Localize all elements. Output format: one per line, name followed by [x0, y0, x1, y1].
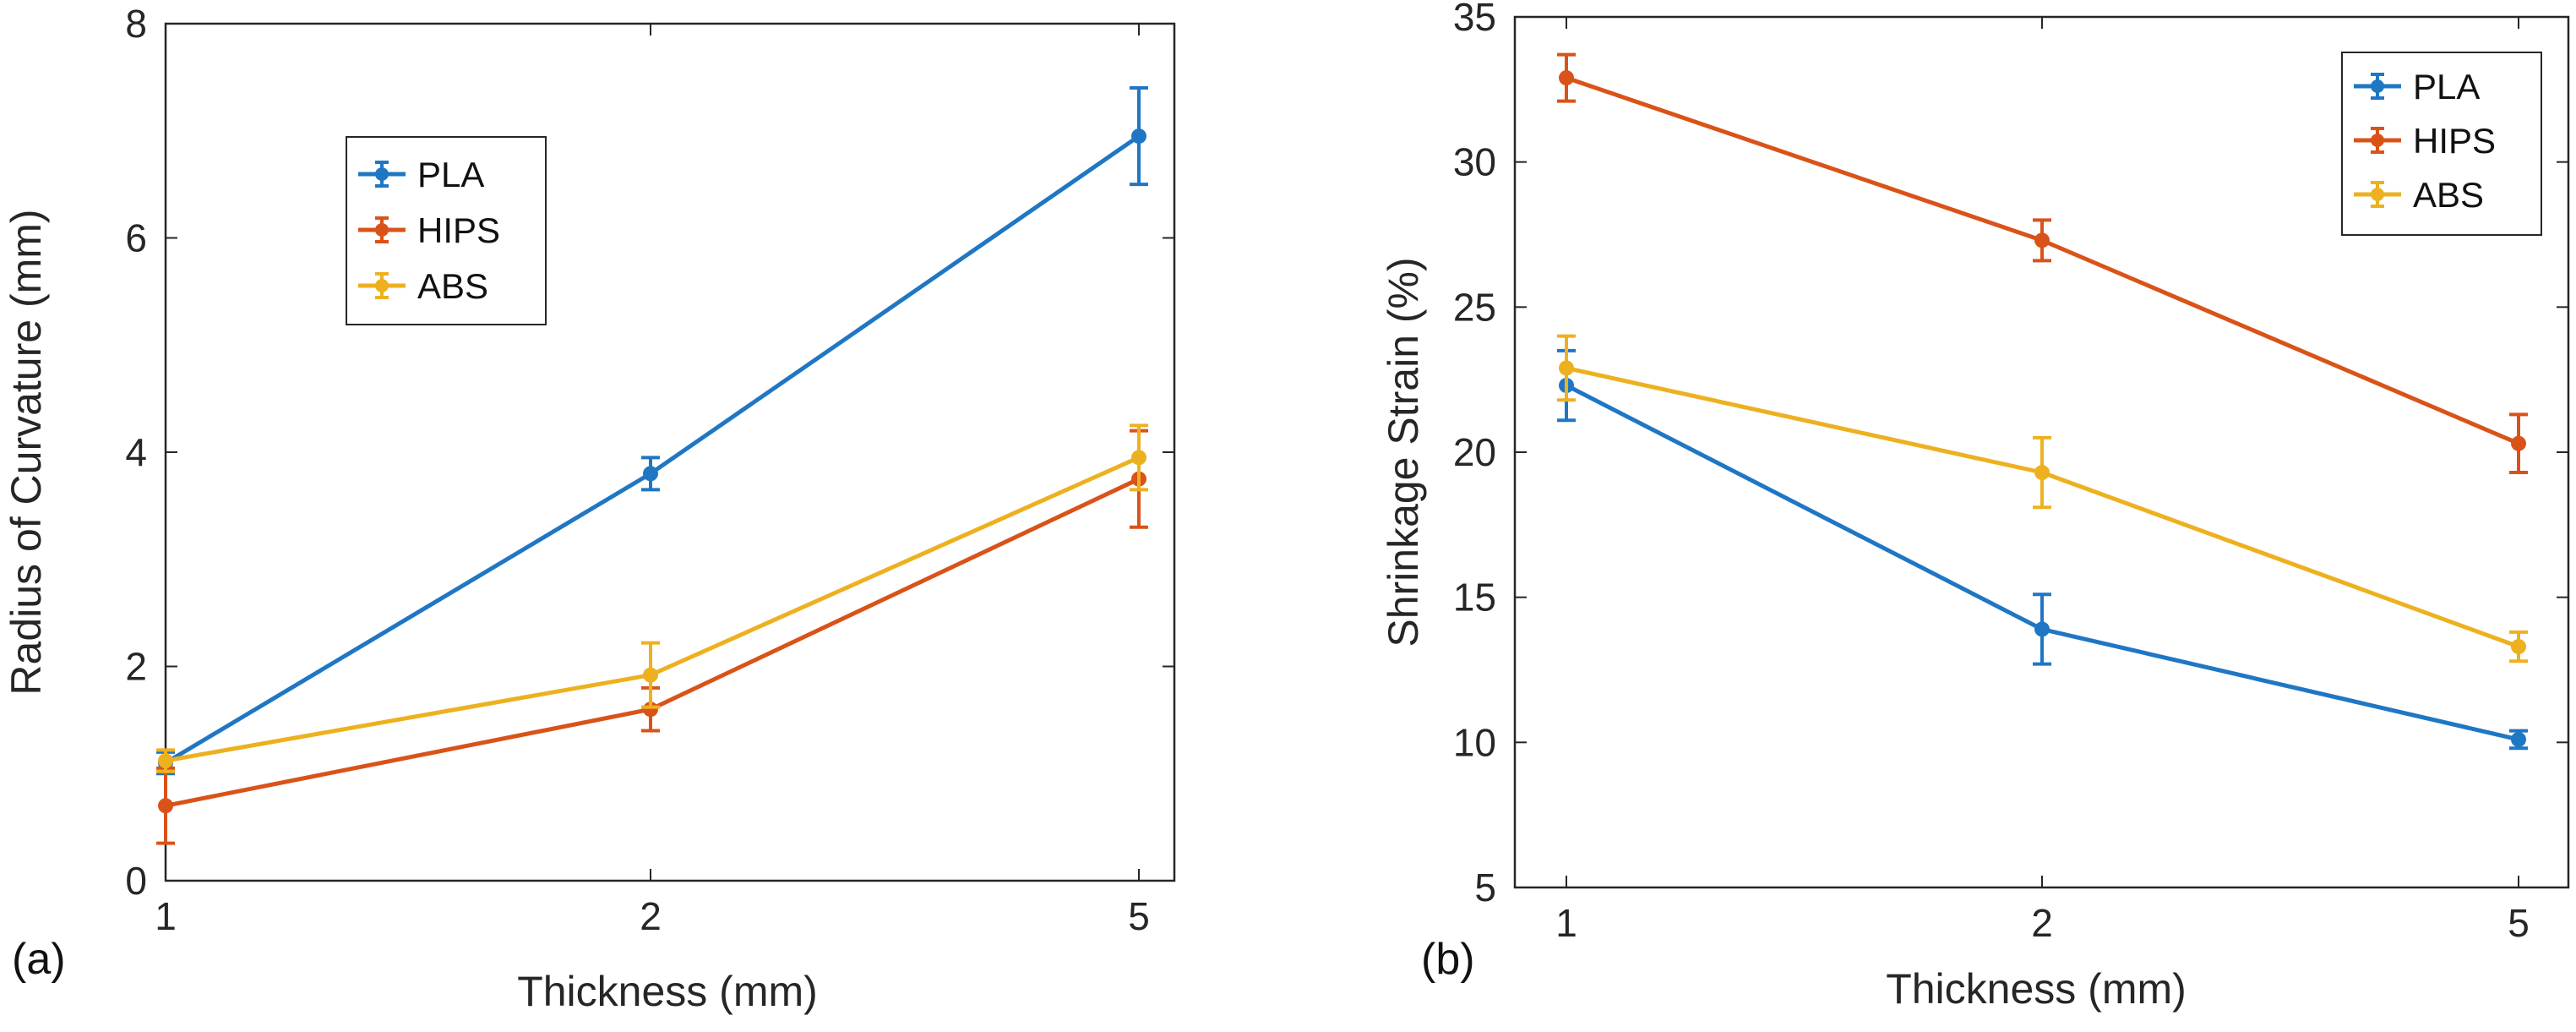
x-tick-label: 5	[1128, 894, 1150, 938]
data-point	[2034, 465, 2050, 481]
data-point	[158, 798, 173, 814]
data-point	[643, 466, 658, 482]
chart-a-legend: PLA HIPS ABS	[346, 136, 547, 325]
legend-swatch-marker	[375, 167, 389, 181]
data-point	[1559, 360, 1574, 376]
chart-a: 0 2 4 6 8 1 2 5 PLA HIPS ABS Thickness (mm) Radi…	[3, 2, 1176, 1015]
legend-swatch-marker	[2371, 79, 2384, 93]
legend-label: ABS	[417, 266, 488, 306]
data-point	[158, 753, 173, 769]
data-point	[1131, 450, 1146, 466]
chart-a-xlabel: Thickness (mm)	[517, 968, 818, 1015]
legend-label: ABS	[2413, 175, 2484, 215]
data-point	[2511, 639, 2526, 655]
chart-a-series	[156, 86, 1148, 845]
legend-swatch-marker	[2371, 134, 2384, 147]
legend-swatch-marker	[375, 279, 389, 292]
series-abs	[156, 423, 1148, 773]
legend-item-pla: PLA	[2354, 67, 2480, 106]
chart-a-panel-label: (a)	[12, 935, 66, 984]
y-tick-label: 5	[1474, 865, 1496, 909]
y-tick-label: 4	[125, 430, 147, 474]
y-tick-label: 20	[1453, 430, 1496, 474]
x-tick-label: 5	[2508, 901, 2530, 945]
data-point	[2034, 232, 2050, 248]
series-hips	[156, 429, 1148, 845]
chart-a-plot-area	[164, 22, 1176, 882]
data-point	[2034, 621, 2050, 637]
y-tick-label: 15	[1453, 576, 1496, 620]
y-tick-label: 0	[125, 859, 147, 903]
chart-b-xlabel: Thickness (mm)	[1886, 965, 2187, 1013]
y-tick-label: 35	[1453, 0, 1496, 39]
legend-item-pla: PLA	[358, 155, 484, 194]
x-tick-label: 2	[640, 894, 662, 938]
chart-b-legend-items: PLA HIPS ABS	[2354, 67, 2496, 215]
legend-swatch-marker	[2371, 188, 2384, 201]
y-tick-label: 10	[1453, 720, 1496, 764]
legend-label: PLA	[417, 155, 484, 194]
legend-swatch-marker	[375, 223, 389, 237]
chart-a-ylabel: Radius of Curvature (mm)	[3, 209, 50, 695]
legend-label: HIPS	[417, 210, 500, 250]
legend-item-abs: ABS	[2354, 175, 2484, 215]
legend-item-hips: HIPS	[2354, 121, 2496, 161]
y-tick-label: 25	[1453, 285, 1496, 329]
chart-b-ylabel: Shrinkage Strain (%)	[1380, 257, 1427, 647]
data-point	[643, 667, 658, 683]
legend-label: PLA	[2413, 67, 2480, 106]
y-tick-label: 6	[125, 216, 147, 260]
legend-label: HIPS	[2413, 121, 2496, 161]
chart-b-x-ticks: 1 2 5	[1555, 17, 2530, 945]
legend-item-hips: HIPS	[358, 210, 500, 250]
data-point	[1559, 70, 1574, 86]
chart-a-legend-items: PLA HIPS ABS	[358, 155, 500, 306]
x-tick-label: 1	[1555, 901, 1577, 945]
chart-b-y-ticks: 5 10 15 20 25 30 35	[1453, 0, 2568, 909]
y-tick-label: 30	[1453, 140, 1496, 184]
series-abs	[1557, 334, 2528, 663]
data-point	[1131, 128, 1146, 145]
chart-b-series	[1557, 52, 2528, 751]
chart-a-x-ticks: 1 2 5	[155, 24, 1150, 938]
x-tick-label: 2	[2031, 901, 2053, 945]
y-tick-label: 8	[125, 2, 147, 46]
chart-b-legend: PLA HIPS ABS	[2341, 52, 2542, 236]
data-point	[2511, 731, 2526, 747]
chart-b-panel-label: (b)	[1421, 935, 1475, 984]
series-hips	[1557, 52, 2528, 475]
data-point	[2511, 435, 2526, 451]
legend-item-abs: ABS	[358, 266, 488, 306]
x-tick-label: 1	[155, 894, 177, 938]
y-tick-label: 2	[125, 645, 147, 689]
chart-a-y-ticks: 0 2 4 6 8	[125, 2, 1174, 903]
